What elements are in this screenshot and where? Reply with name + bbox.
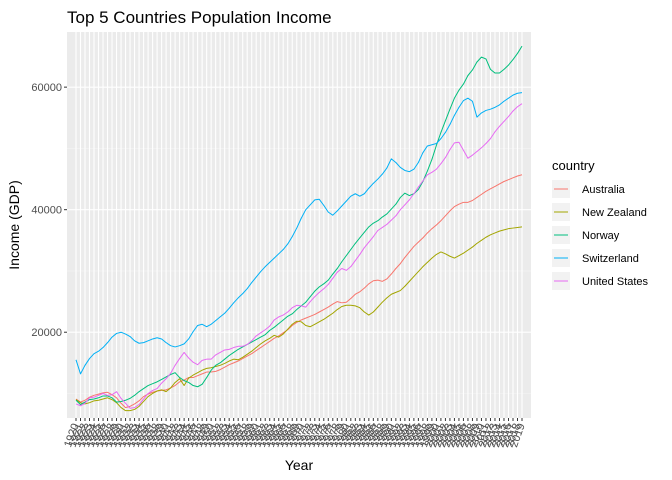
legend-label-new-zealand: New Zealand [582, 207, 647, 219]
minor-grid [67, 148, 531, 394]
major-grid [67, 32, 531, 418]
legend-label-switzerland: Switzerland [582, 253, 639, 265]
series-line-new-zealand [75, 226, 523, 412]
series-line-switzerland [75, 92, 523, 375]
y-tick-label: 60000 [31, 82, 62, 94]
series-layer [75, 45, 523, 412]
chart-title: Top 5 Countries Population Income [67, 8, 332, 27]
x-axis: 1920192119221923192419251926192719281929… [62, 418, 528, 449]
legend-label-united-states: United States [582, 276, 649, 288]
legend-label-australia: Australia [582, 184, 626, 196]
y-axis: 20000 40000 60000 [31, 82, 67, 339]
y-tick-label: 20000 [31, 327, 62, 339]
series-line-united-states [75, 103, 523, 409]
legend-title: country [552, 158, 595, 173]
y-axis-title: Income (GDP) [6, 180, 22, 269]
plot-panel [67, 32, 531, 418]
legend-label-norway: Norway [582, 230, 620, 242]
x-axis-title: Year [285, 457, 314, 473]
y-tick-label: 40000 [31, 205, 62, 217]
series-line-norway [75, 45, 523, 406]
legend: country Australia New Zealand Norway Switze… [552, 158, 649, 290]
